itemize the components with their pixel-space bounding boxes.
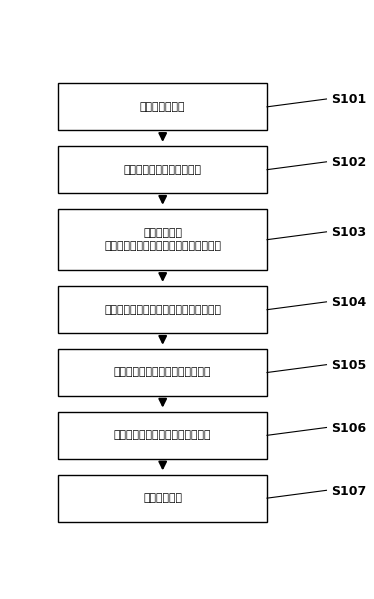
Text: 准备原料聚合形成制备辅料: 准备原料聚合形成制备辅料 [124, 165, 202, 175]
Bar [58, 349, 267, 396]
Bar [58, 286, 267, 333]
Bar [58, 475, 267, 522]
Bar [58, 146, 267, 193]
Text: 准备复合引发剂: 准备复合引发剂 [140, 102, 186, 112]
Bar [58, 83, 267, 130]
Text: S106: S106 [331, 422, 366, 435]
Bar [58, 412, 267, 459]
Text: S103: S103 [331, 226, 366, 239]
Text: 将反应物倒了烧杯中取得白色固体: 将反应物倒了烧杯中取得白色固体 [114, 368, 211, 377]
Text: S102: S102 [331, 156, 366, 170]
Text: S105: S105 [331, 359, 366, 372]
Text: 检测保存入库: 检测保存入库 [143, 493, 182, 503]
Text: 将所得的白色固体于红外灯下烘干: 将所得的白色固体于红外灯下烘干 [114, 430, 211, 440]
Text: 在三级瓶中，
将辅料溶解在蒸馏水中制备丙烯酰胺溶液: 在三级瓶中， 将辅料溶解在蒸馏水中制备丙烯酰胺溶液 [104, 228, 221, 251]
Text: 将丙烯酰胺溶液加入氮气反应形成反应物: 将丙烯酰胺溶液加入氮气反应形成反应物 [104, 305, 221, 314]
Text: S101: S101 [331, 93, 366, 107]
Text: S104: S104 [331, 297, 366, 309]
Bar [58, 209, 267, 270]
Text: S107: S107 [331, 485, 366, 498]
